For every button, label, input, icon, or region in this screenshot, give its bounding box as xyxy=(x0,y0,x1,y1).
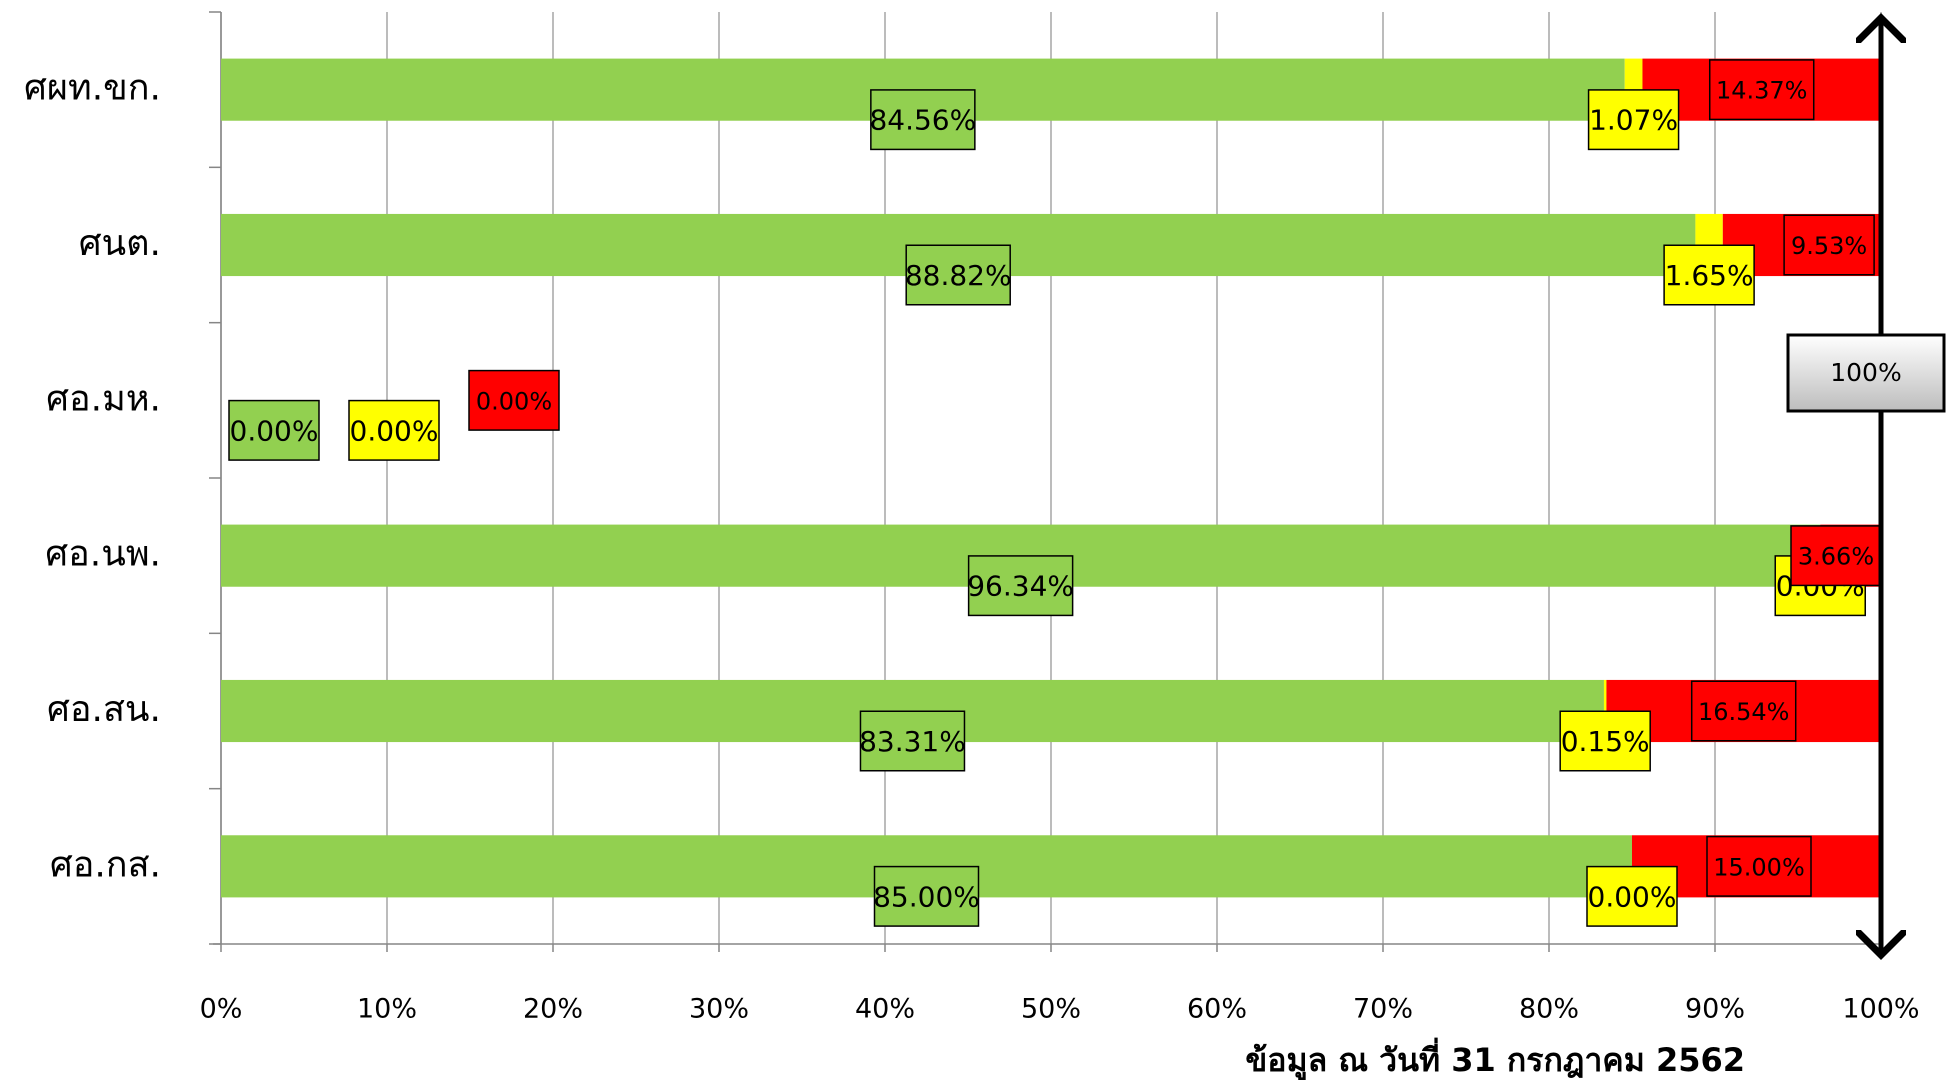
label-box xyxy=(1663,244,1755,306)
label-box xyxy=(873,865,980,927)
label-box xyxy=(1706,835,1812,897)
x-tick-label: 60% xyxy=(1187,994,1247,1025)
label-box xyxy=(1586,865,1678,927)
label-box xyxy=(468,369,560,431)
y-tick-label: ศนต. xyxy=(79,223,161,264)
annotation: 100% xyxy=(1830,358,1901,387)
x-tick-label: 70% xyxy=(1353,994,1413,1025)
label-box xyxy=(348,399,440,461)
label-box xyxy=(905,244,1011,306)
x-tick-label: 90% xyxy=(1685,994,1745,1025)
data-label: 88.82% xyxy=(905,259,1012,292)
x-tick-label: 40% xyxy=(855,994,915,1025)
x-tick-label: 50% xyxy=(1021,994,1081,1025)
label-box xyxy=(1690,680,1797,742)
data-label: 0.00% xyxy=(230,414,319,447)
data-label: 9.53% xyxy=(1791,232,1867,260)
data-label: 0.00% xyxy=(350,414,439,447)
annotation-box xyxy=(1786,333,1946,413)
data-label: 0.15% xyxy=(1561,725,1650,758)
data-label: 14.37% xyxy=(1716,77,1808,105)
x-tick-label: 30% xyxy=(689,994,749,1025)
x-tick-label: 10% xyxy=(357,994,417,1025)
label-box xyxy=(870,89,976,151)
x-tick-label: 0% xyxy=(200,994,243,1025)
x-tick-label: 80% xyxy=(1519,994,1579,1025)
data-label: 0.00% xyxy=(1588,880,1677,913)
label-box xyxy=(1587,89,1680,151)
y-tick-label: ศอ.สน. xyxy=(47,689,161,730)
data-label: 1.07% xyxy=(1589,104,1678,137)
data-label: 83.31% xyxy=(859,725,966,758)
x-tick-label: 100% xyxy=(1842,994,1919,1025)
y-tick-label: ศอ.มห. xyxy=(46,378,161,419)
x-tick-label: 20% xyxy=(523,994,583,1025)
data-label: 84.56% xyxy=(869,104,976,137)
y-tick-label: ศอ.นพ. xyxy=(45,534,161,575)
data-label: 0.00% xyxy=(476,387,552,415)
y-tick-label: ศผท.ขก. xyxy=(24,68,161,109)
data-label: 16.54% xyxy=(1698,698,1790,726)
data-label: 96.34% xyxy=(967,570,1074,603)
data-label: 1.65% xyxy=(1665,259,1754,292)
label-box xyxy=(1708,59,1815,121)
label-box xyxy=(1559,710,1651,772)
data-label: 85.00% xyxy=(873,880,980,913)
label-box xyxy=(967,555,1074,617)
label-box xyxy=(228,399,320,461)
footnote: ข้อมูล ณ วันที่ 31 กรกฎาคม 2562 xyxy=(1245,1037,1745,1081)
data-label: 3.66% xyxy=(1798,543,1874,571)
y-tick-label: ศอ.กส. xyxy=(50,844,161,885)
data-label: 15.00% xyxy=(1713,853,1805,881)
label-box xyxy=(859,710,966,772)
